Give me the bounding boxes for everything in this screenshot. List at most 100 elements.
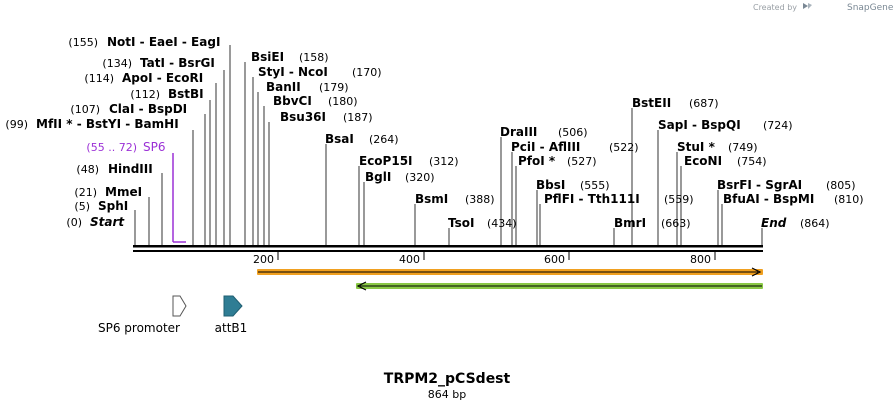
site-label-bsteii[interactable]: BstEII (687) bbox=[632, 96, 719, 110]
site-label-bstbi[interactable]: (112) BstBI bbox=[130, 87, 203, 101]
site-name: BmrI bbox=[614, 216, 646, 230]
scale-ticks: 200 400 600 800 bbox=[253, 252, 716, 266]
site-label-tsoi[interactable]: TsoI (434) bbox=[448, 216, 517, 230]
site-label-apoi[interactable]: (114) ApoI - EcoRI bbox=[84, 71, 203, 85]
site-pos: (320) bbox=[405, 171, 435, 184]
site-label-bsai[interactable]: BsaI (264) bbox=[325, 132, 399, 146]
site-label-clai[interactable]: (107) ClaI - BspDI bbox=[70, 102, 187, 116]
orf-forward[interactable] bbox=[257, 267, 763, 277]
site-pos: (0) bbox=[66, 216, 82, 229]
site-pos: (48) bbox=[76, 163, 99, 176]
site-pos: (749) bbox=[728, 141, 758, 154]
site-pos: (312) bbox=[429, 155, 459, 168]
site-name: BsmI bbox=[415, 192, 448, 206]
site-pos: (180) bbox=[328, 95, 358, 108]
site-name: MmeI bbox=[105, 185, 142, 199]
map-length: 864 bp bbox=[428, 388, 466, 401]
site-name: PfoI * bbox=[518, 154, 556, 168]
site-label-bsrfi[interactable]: BsrFI - SgrAI (805) bbox=[717, 178, 856, 192]
snapgene-watermark: Created by SnapGene bbox=[753, 3, 894, 13]
site-label-start[interactable]: (0) Start bbox=[66, 215, 125, 229]
site-label-bsiei[interactable]: BsiEI (158) bbox=[251, 50, 329, 64]
site-pos: (187) bbox=[343, 111, 373, 124]
site-label-pcii[interactable]: PciI - AflIII (522) bbox=[511, 140, 639, 154]
site-pos: (559) bbox=[664, 193, 694, 206]
feature-attb1[interactable]: attB1 bbox=[215, 295, 248, 335]
site-pos: (5) bbox=[74, 200, 90, 213]
site-pos: (663) bbox=[661, 217, 691, 230]
site-pos: (134) bbox=[102, 57, 132, 70]
site-label-bgli[interactable]: BglI (320) bbox=[365, 170, 435, 184]
site-name: BglI bbox=[365, 170, 391, 184]
site-label-styi[interactable]: StyI - NcoI (170) bbox=[258, 65, 382, 79]
site-pos: (522) bbox=[609, 141, 639, 154]
site-label-noti[interactable]: (155) NotI - EaeI - EagI bbox=[68, 35, 220, 49]
site-name: PflFI - Tth111I bbox=[544, 192, 640, 206]
site-label-bfuai[interactable]: BfuAI - BspMI (810) bbox=[723, 192, 864, 206]
site-name: End bbox=[761, 216, 787, 230]
dna-backbone[interactable] bbox=[133, 245, 763, 252]
site-name: HindIII bbox=[108, 162, 153, 176]
site-name: MfII * - BstYI - BamHI bbox=[36, 117, 179, 131]
tick-label-200: 200 bbox=[253, 253, 274, 266]
site-name: SphI bbox=[98, 199, 128, 213]
site-pos: (864) bbox=[800, 217, 830, 230]
site-label-ecop15i[interactable]: EcoP15I (312) bbox=[359, 154, 459, 168]
sp6-primer-marker[interactable] bbox=[172, 153, 186, 243]
feature-label-sp6-promoter: SP6 promoter bbox=[98, 321, 180, 335]
site-pos: (158) bbox=[299, 51, 329, 64]
site-label-sapi[interactable]: SapI - BspQI (724) bbox=[658, 118, 793, 132]
site-pos: (527) bbox=[567, 155, 597, 168]
site-pos: (506) bbox=[558, 126, 588, 139]
site-label-econi[interactable]: EcoNI (754) bbox=[684, 154, 767, 168]
site-name: TatI - BsrGI bbox=[140, 56, 215, 70]
site-label-hindiii[interactable]: (48) HindIII bbox=[76, 162, 152, 176]
site-name: SapI - BspQI bbox=[658, 118, 741, 132]
site-pos: (810) bbox=[834, 193, 864, 206]
site-label-draiii[interactable]: DraIII (506) bbox=[500, 125, 588, 139]
site-pos: (687) bbox=[689, 97, 719, 110]
site-pos: (388) bbox=[465, 193, 495, 206]
site-label-sp6[interactable]: (55 .. 72) SP6 bbox=[86, 140, 165, 154]
site-label-bsu36i[interactable]: Bsu36I (187) bbox=[280, 110, 373, 124]
site-label-bsmi[interactable]: BsmI (388) bbox=[415, 192, 495, 206]
site-label-bmri[interactable]: BmrI (663) bbox=[614, 216, 691, 230]
site-pos: (99) bbox=[5, 118, 28, 131]
site-pos: (805) bbox=[826, 179, 856, 192]
site-name: ClaI - BspDI bbox=[109, 102, 187, 116]
site-name: BbsI bbox=[536, 178, 565, 192]
site-label-mmei[interactable]: (21) MmeI bbox=[74, 185, 142, 199]
site-name: ApoI - EcoRI bbox=[122, 71, 203, 85]
site-pos: (170) bbox=[352, 66, 382, 79]
site-pos: (179) bbox=[319, 81, 349, 94]
site-label-end[interactable]: End (864) bbox=[761, 216, 830, 230]
site-label-mfli[interactable]: (99) MfII * - BstYI - BamHI bbox=[5, 117, 178, 131]
site-label-tati[interactable]: (134) TatI - BsrGI bbox=[102, 56, 214, 70]
site-pos: (21) bbox=[74, 186, 97, 199]
site-label-sphi[interactable]: (5) SphI bbox=[74, 199, 128, 213]
tick-label-800: 800 bbox=[690, 253, 711, 266]
site-labels: (155) NotI - EaeI - EagI (134) TatI - Bs… bbox=[5, 35, 863, 230]
site-label-banii[interactable]: BanII (179) bbox=[266, 80, 349, 94]
snapgene-logo-icon bbox=[803, 3, 812, 9]
site-label-bbsi[interactable]: BbsI (555) bbox=[536, 178, 610, 192]
site-pos: (754) bbox=[737, 155, 767, 168]
site-name: TsoI bbox=[448, 216, 474, 230]
site-label-stui[interactable]: StuI * (749) bbox=[677, 140, 758, 154]
site-pos: (724) bbox=[763, 119, 793, 132]
site-name: BsrFI - SgrAI bbox=[717, 178, 802, 192]
site-name: BstBI bbox=[168, 87, 204, 101]
site-label-bbvci[interactable]: BbvCI (180) bbox=[273, 94, 358, 108]
feature-sp6-promoter[interactable]: SP6 promoter bbox=[98, 295, 187, 335]
site-name: BbvCI bbox=[273, 94, 312, 108]
site-name: StuI * bbox=[677, 140, 716, 154]
site-label-pflfi[interactable]: PflFI - Tth111I (559) bbox=[544, 192, 694, 206]
site-label-pfoi[interactable]: PfoI * (527) bbox=[518, 154, 597, 168]
site-name: SP6 bbox=[143, 140, 166, 154]
orf-reverse[interactable] bbox=[356, 281, 763, 291]
tick-label-400: 400 bbox=[399, 253, 420, 266]
site-name: EcoP15I bbox=[359, 154, 413, 168]
watermark-brand: SnapGene bbox=[847, 3, 894, 13]
site-pos: (55 .. 72) bbox=[86, 141, 137, 154]
